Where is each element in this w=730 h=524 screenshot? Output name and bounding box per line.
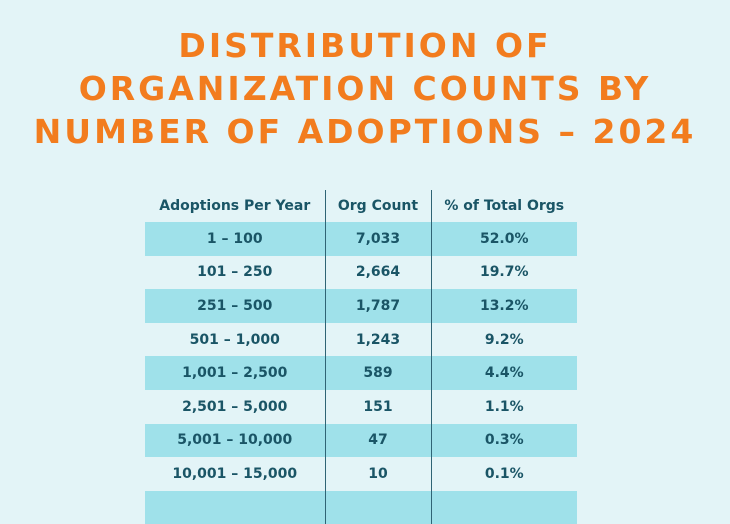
cell-range: 101 – 250	[197, 264, 273, 281]
table-row: 1 – 100 7,033 52.0%	[145, 222, 577, 256]
cell-percent: 13.2%	[431, 289, 577, 323]
cell-range: 1,001 – 2,500	[145, 356, 325, 390]
adoptions-distribution-table: Adoptions Per Year Org Count % of Total …	[145, 190, 577, 524]
table-row: 10,001 – 15,000 10 0.1%	[145, 457, 577, 491]
data-table-container: Adoptions Per Year Org Count % of Total …	[145, 190, 577, 524]
cell-org-count: 7,033	[324, 222, 432, 256]
cell-empty	[145, 490, 325, 524]
cell-org-count: 10	[324, 457, 432, 491]
cell-percent: 0.1%	[484, 465, 524, 482]
cell-empty	[431, 490, 577, 524]
title-line-3: NUMBER OF ADOPTIONS – 2024	[33, 112, 697, 151]
cell-org-count: 2,664	[324, 255, 432, 290]
table-row: 251 – 500 1,787 13.2%	[145, 289, 577, 323]
cell-org-count: 1,787	[324, 289, 432, 323]
cell-percent: 19.7%	[479, 264, 529, 281]
header-adoptions-per-year: Adoptions Per Year	[159, 198, 311, 214]
cell-org-count: 151	[324, 389, 432, 424]
cell-range: 10,001 – 15,000	[172, 465, 298, 482]
chart-title: DISTRIBUTION OF ORGANIZATION COUNTS BY N…	[0, 24, 730, 153]
cell-range: 251 – 500	[145, 289, 325, 323]
cell-org-count: 1,243	[324, 322, 432, 357]
cell-range: 5,001 – 10,000	[145, 423, 325, 458]
table-row-cut-off	[145, 490, 577, 524]
table-row: 5,001 – 10,000 47 0.3%	[145, 423, 577, 458]
header-org-count: Org Count	[324, 190, 432, 222]
cell-range: 2,501 – 5,000	[182, 398, 288, 415]
header-percent-total: % of Total Orgs	[444, 198, 565, 214]
cell-range: 501 – 1,000	[189, 331, 280, 348]
table-row: 2,501 – 5,000 151 1.1%	[145, 389, 577, 424]
title-line-1: DISTRIBUTION OF	[178, 26, 552, 65]
title-line-2: ORGANIZATION COUNTS BY	[78, 69, 652, 108]
table-row: 101 – 250 2,664 19.7%	[145, 255, 577, 290]
cell-percent: 4.4%	[431, 356, 577, 390]
cell-percent: 0.3%	[431, 423, 577, 458]
table-row: 1,001 – 2,500 589 4.4%	[145, 356, 577, 390]
cell-range: 1 – 100	[145, 222, 325, 256]
cell-org-count: 47	[324, 423, 432, 458]
table-header-row: Adoptions Per Year Org Count % of Total …	[145, 190, 577, 222]
table-row: 501 – 1,000 1,243 9.2%	[145, 322, 577, 357]
cell-empty	[324, 490, 432, 524]
cell-percent: 1.1%	[484, 398, 524, 415]
cell-org-count: 589	[324, 356, 432, 390]
cell-percent: 52.0%	[431, 222, 577, 256]
cell-percent: 9.2%	[484, 331, 524, 348]
